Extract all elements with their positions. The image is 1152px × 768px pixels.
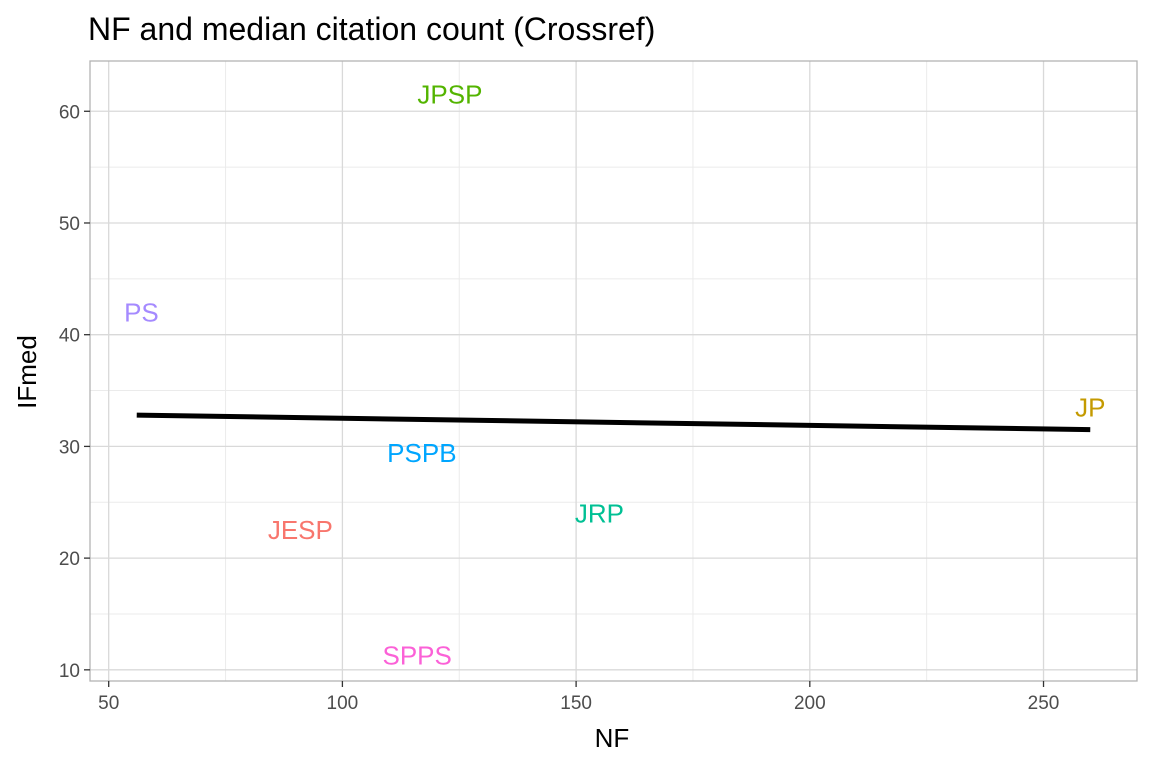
x-tick-label-4: 250	[1028, 693, 1060, 714]
x-tick-label-1: 100	[327, 693, 359, 714]
point-label-jrp: JRP	[575, 498, 624, 528]
point-label-ps: PS	[124, 297, 159, 327]
x-axis-ticks: 50 100 150 200 250	[98, 681, 1059, 714]
point-label-pspb: PSPB	[387, 438, 456, 468]
y-tick-label-0: 10	[59, 661, 80, 682]
x-tick-label-3: 200	[794, 693, 826, 714]
x-tick-label-2: 150	[560, 693, 592, 714]
y-axis-ticks: 10 20 30 40 50 60	[59, 102, 90, 682]
minor-grid	[90, 61, 1137, 681]
point-label-jesp: JESP	[268, 515, 333, 545]
x-tick-label-0: 50	[98, 693, 119, 714]
trend-line	[136, 412, 1091, 433]
panel-border	[89, 60, 1138, 682]
point-label-jp: JP	[1075, 392, 1105, 422]
y-tick-label-5: 60	[59, 102, 80, 123]
y-tick-label-1: 20	[59, 549, 80, 570]
point-label-spps: SPPS	[383, 640, 452, 670]
trend-line-layer	[136, 412, 1091, 433]
x-axis-title: NF	[595, 723, 630, 753]
y-tick-label-3: 40	[59, 326, 80, 347]
y-tick-label-2: 30	[59, 437, 80, 458]
major-grid	[90, 61, 1137, 681]
point-label-jpsp: JPSP	[417, 80, 482, 110]
point-labels-layer: JPSP PS JP PSPB JRP JESP SPPS	[124, 80, 1105, 671]
y-axis-title: IFmed	[12, 335, 42, 409]
chart-title: NF and median citation count (Crossref)	[88, 11, 655, 47]
y-tick-label-4: 50	[59, 214, 80, 235]
